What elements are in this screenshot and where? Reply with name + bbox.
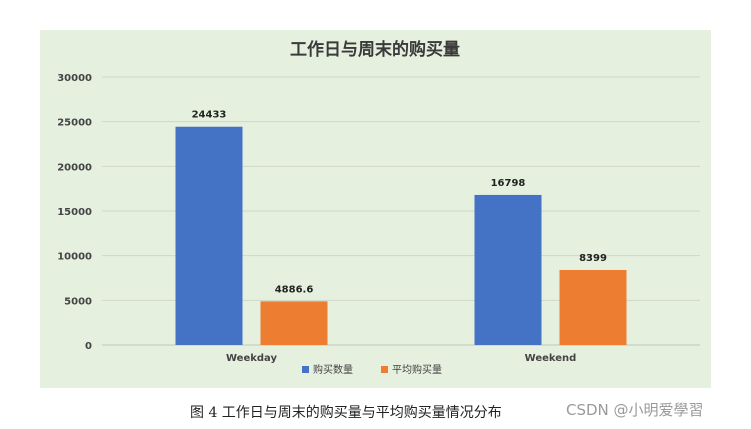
data-label: 16798 — [491, 178, 526, 189]
chart-panel: 工作日与周末的购买量 0 5000 10000 15000 20000 25000 3000… — [40, 30, 711, 388]
bar-chart: 工作日与周末的购买量 0 5000 10000 15000 20000 25000 3000… — [57, 39, 700, 376]
y-tick-label: 20000 — [57, 162, 92, 173]
y-tick-label: 15000 — [57, 207, 92, 218]
y-tick-label: 25000 — [57, 118, 92, 129]
data-label: 4886.6 — [275, 284, 314, 295]
bar-purchase-count-weekend — [474, 194, 542, 345]
data-label: 8399 — [579, 253, 607, 264]
x-tick-label: Weekday — [226, 353, 277, 364]
data-label: 24433 — [192, 110, 227, 121]
legend-swatch — [381, 366, 388, 373]
legend-label: 平均购买量 — [392, 363, 442, 376]
legend-swatch — [302, 366, 309, 373]
figure-caption: 图 4 工作日与周末的购买量与平均购买量情况分布 — [190, 405, 502, 421]
x-tick-label: Weekend — [525, 353, 577, 364]
chart-title: 工作日与周末的购买量 — [290, 39, 460, 60]
legend-label: 购买数量 — [313, 363, 353, 376]
bar-avg-purchase-weekend — [559, 269, 627, 345]
watermark: CSDN @小明爱學習 — [566, 401, 704, 419]
bar-avg-purchase-weekday — [260, 301, 328, 345]
y-tick-label: 30000 — [57, 73, 92, 84]
y-tick-label: 5000 — [64, 296, 92, 307]
y-tick-label: 0 — [85, 341, 92, 352]
bar-purchase-count-weekday — [175, 126, 243, 345]
y-tick-label: 10000 — [57, 252, 92, 263]
